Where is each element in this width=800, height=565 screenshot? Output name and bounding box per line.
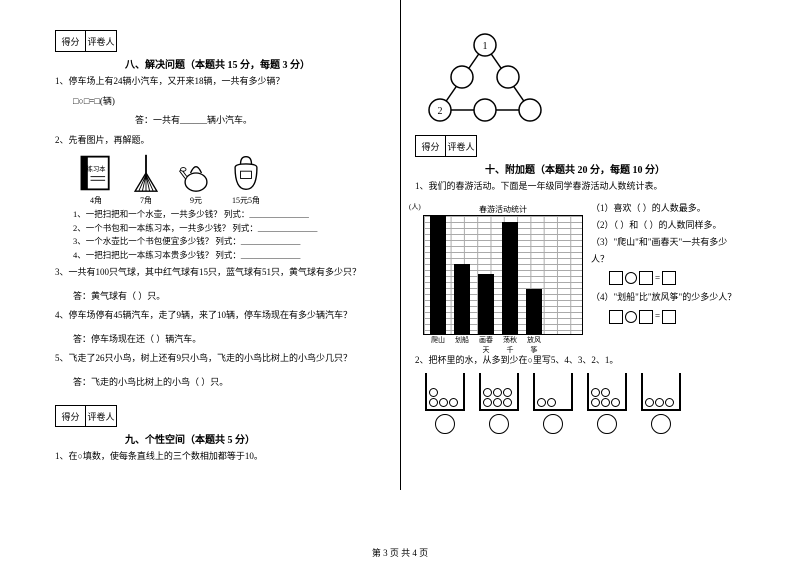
triangle-left-value: 2 [438, 106, 443, 117]
kettle-icon [177, 153, 215, 193]
eq-ci[interactable] [625, 272, 637, 284]
eq-sq[interactable] [639, 310, 653, 324]
score-label-3: 得分 [416, 136, 446, 156]
q8-4: 4、停车场停有45辆汽车，走了9辆，来了10辆，停车场现在有多少辆汽车？ [55, 309, 385, 323]
triangle-diagram: 1 2 [415, 30, 745, 125]
fill-circle[interactable] [651, 414, 671, 434]
triangle-svg: 1 2 [415, 30, 555, 125]
q8-5-answer: 答：飞走的小鸟比树上的小鸟（ ）只。 [55, 376, 385, 390]
eq-row-1: = [609, 270, 676, 287]
left-column: 得分 评卷人 八、解决问题（本题共 15 分，每题 3 分） 1、停车场上有24… [40, 30, 400, 520]
score-label: 得分 [56, 31, 86, 51]
q9-1: 1、在○填数，使每条直线上的三个数相加都等于10。 [55, 450, 385, 464]
cup-unit-1 [479, 373, 519, 434]
xlabel-3: 荡秋千 [501, 335, 519, 355]
cup-3 [587, 373, 627, 411]
svg-text:练习本: 练习本 [86, 164, 106, 173]
cup-unit-3 [587, 373, 627, 434]
bag-icon [227, 153, 265, 193]
chart-title: 春游活动统计 [423, 204, 583, 215]
broom-icon [127, 153, 165, 193]
item-kettle-price: 9元 [177, 195, 215, 206]
right-column: 1 2 得分 评卷人 十、附加题（本题共 20 分，每题 10 分） 1、我们的… [400, 30, 760, 520]
q8-2-sub3: 3、一个水壶比一个书包便宜多少钱？ 列式：______________ [55, 235, 385, 249]
xlabel-0: 爬山 [429, 335, 447, 355]
q10-2: 2、把杯里的水，从多到少在○里写5、4、3、2、1。 [415, 354, 745, 368]
eq-sq[interactable] [662, 271, 676, 285]
page-footer: 第 3 页 共 4 页 [0, 546, 800, 559]
fill-circle[interactable] [597, 414, 617, 434]
eq-sq[interactable] [662, 310, 676, 324]
q8-2: 2、先看图片，再解题。 [55, 134, 385, 148]
eq-ci[interactable] [625, 311, 637, 323]
xlabel-4: 放风筝 [525, 335, 543, 355]
cups-row [415, 373, 745, 434]
eq-sq[interactable] [609, 310, 623, 324]
q8-2-sub1: 1、一把扫把和一个水壶，一共多少钱？ 列式：______________ [55, 208, 385, 222]
cup-0 [425, 373, 465, 411]
fill-circle[interactable] [543, 414, 563, 434]
cup-unit-0 [425, 373, 465, 434]
xlabel-2: 画春天 [477, 335, 495, 355]
grader-label: 评卷人 [86, 31, 116, 51]
section-9-title: 九、个性空间（本题共 5 分） [125, 431, 385, 446]
q8-2-sub4: 4、一把扫把比一本练习本贵多少钱？ 列式：______________ [55, 249, 385, 263]
section-10-title: 十、附加题（本题共 20 分，每题 10 分） [485, 161, 745, 176]
cup-4 [641, 373, 681, 411]
eq-sq[interactable] [639, 271, 653, 285]
eq-sq[interactable] [609, 271, 623, 285]
score-box-2: 得分 评卷人 [55, 405, 117, 427]
bar-2 [478, 274, 494, 334]
cup-unit-4 [641, 373, 681, 434]
item-broom: 7角 [127, 153, 165, 206]
item-bag-price: 15元5角 [227, 195, 265, 206]
item-notebook: 练习本 4角 [77, 153, 115, 206]
fill-circle[interactable] [435, 414, 455, 434]
q8-1: 1、停车场上有24辆小汽车，又开来18辆，一共有多少辆？ [55, 75, 385, 89]
section-8-title: 八、解决问题（本题共 15 分，每题 3 分） [125, 56, 385, 71]
cup-2 [533, 373, 573, 411]
eq-row-2: = [609, 308, 676, 325]
grader-label-3: 评卷人 [446, 136, 476, 156]
chart-questions: （1）喜欢（ ）的人数最多。 （2）（ ）和（ ）的人数同样多。 （3）"爬山"… [591, 200, 745, 348]
product-images-row: 练习本 4角 7角 [55, 153, 385, 206]
xlabel-1: 划船 [453, 335, 471, 355]
item-kettle: 9元 [177, 153, 215, 206]
cup-1 [479, 373, 519, 411]
bar-0 [430, 216, 446, 334]
chart-x-labels: 爬山 划船 画春天 荡秋千 放风筝 [423, 335, 583, 355]
rq-3: （3）"爬山"和"画春天"一共有多少人？ [591, 234, 745, 268]
score-box: 得分 评卷人 [55, 30, 117, 52]
chart-ylabel: (人) [409, 202, 421, 212]
notebook-icon: 练习本 [77, 153, 115, 193]
bar-3 [502, 222, 518, 334]
q8-3: 3、一共有100只气球，其中红气球有15只，蓝气球有51只，黄气球有多少只？ [55, 266, 385, 280]
q8-4-answer: 答：停车场现在还（ ）辆汽车。 [55, 333, 385, 347]
q8-1-boxes: □○□=□(辆) [55, 95, 385, 109]
q8-5: 5、飞走了26只小鸟，树上还有9只小鸟，飞走的小鸟比树上的小鸟少几只？ [55, 352, 385, 366]
score-box-3: 得分 评卷人 [415, 135, 477, 157]
item-notebook-price: 4角 [77, 195, 115, 206]
rq-4: （4）"划船"比"放风筝"的少多少人？ [591, 289, 745, 306]
cup-unit-2 [533, 373, 573, 434]
grader-label-2: 评卷人 [86, 406, 116, 426]
q8-3-answer: 答：黄气球有（ ）只。 [55, 290, 385, 304]
triangle-top-value: 1 [483, 41, 488, 52]
chart-area [423, 215, 583, 335]
rq-1: （1）喜欢（ ）的人数最多。 [591, 200, 745, 217]
item-bag: 15元5角 [227, 153, 265, 206]
score-label-2: 得分 [56, 406, 86, 426]
bar-4 [526, 289, 542, 334]
q8-2-sub2: 2、一个书包和一本练习本，一共多少钱？ 列式：______________ [55, 222, 385, 236]
fill-circle[interactable] [489, 414, 509, 434]
bar-chart: (人) 春游活动统计 爬山 划船 画春天 荡秋千 放风筝 [423, 204, 583, 344]
bar-1 [454, 264, 470, 334]
q8-1-answer: 答：一共有______辆小汽车。 [55, 114, 385, 128]
q10-1: 1、我们的春游活动。下面是一年级同学春游活动人数统计表。 [415, 180, 745, 194]
item-broom-price: 7角 [127, 195, 165, 206]
rq-2: （2）（ ）和（ ）的人数同样多。 [591, 217, 745, 234]
